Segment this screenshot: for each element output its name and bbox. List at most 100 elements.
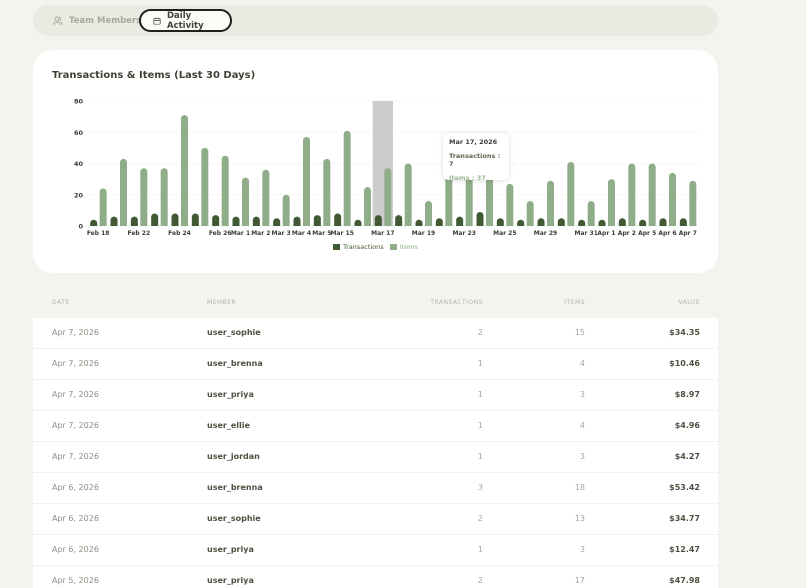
transactions-bar[interactable] xyxy=(110,216,118,226)
transactions-bar[interactable] xyxy=(639,219,647,226)
items-bar[interactable] xyxy=(465,169,473,226)
cell-items: 3 xyxy=(579,390,585,399)
transactions-bar[interactable] xyxy=(313,215,321,226)
items-bar[interactable] xyxy=(323,158,331,226)
items-bar[interactable] xyxy=(201,147,209,226)
table-row[interactable]: Apr 7, 2026 user_jordan 1 3 $4.27 xyxy=(33,442,718,473)
table-row[interactable]: Apr 6, 2026 user_sophie 2 13 $34.77 xyxy=(33,504,718,535)
legend-transactions[interactable]: Transactions xyxy=(333,243,384,251)
legend-label: Transactions xyxy=(343,243,384,251)
transactions-bar[interactable] xyxy=(496,218,504,226)
x-tick-label: Mar 23 xyxy=(452,230,475,237)
items-bar[interactable] xyxy=(282,194,290,226)
items-bar[interactable] xyxy=(364,186,371,226)
x-tick-label: Mar 29 xyxy=(534,230,557,237)
cell-items: 13 xyxy=(574,514,585,523)
items-bar[interactable] xyxy=(445,174,453,226)
transactions-bar[interactable] xyxy=(517,219,525,226)
items-bar[interactable] xyxy=(689,180,697,226)
transactions-bar[interactable] xyxy=(415,219,423,226)
cell-items: 3 xyxy=(579,452,585,461)
items-bar[interactable] xyxy=(506,183,514,226)
items-bar[interactable] xyxy=(486,169,493,226)
table-row[interactable]: Apr 7, 2026 user_ellie 1 4 $4.96 xyxy=(33,411,718,442)
items-bar[interactable] xyxy=(648,163,656,227)
transactions-bar[interactable] xyxy=(252,216,260,226)
items-bar[interactable] xyxy=(567,161,575,226)
table-row[interactable]: Apr 7, 2026 user_sophie 2 15 $34.35 xyxy=(33,318,718,349)
table-row[interactable]: Apr 6, 2026 user_brenna 3 18 $53.42 xyxy=(33,473,718,504)
items-bar[interactable] xyxy=(425,201,432,226)
transactions-bar[interactable] xyxy=(618,218,626,226)
transactions-bar[interactable] xyxy=(90,219,98,226)
transactions-bar[interactable] xyxy=(273,218,281,226)
transactions-bar[interactable] xyxy=(374,215,382,226)
x-tick-label: Mar 4 xyxy=(292,230,311,237)
transactions-bar[interactable] xyxy=(212,215,220,226)
tab-daily-activity[interactable]: Daily Activity xyxy=(139,9,232,32)
transactions-bar[interactable] xyxy=(130,216,138,226)
table-row[interactable]: Apr 6, 2026 user_priya 1 3 $12.47 xyxy=(33,535,718,566)
cell-transactions: 1 xyxy=(477,390,483,399)
transactions-bar[interactable] xyxy=(232,216,240,226)
cell-transactions: 3 xyxy=(477,483,483,492)
transactions-bar[interactable] xyxy=(151,213,159,227)
transactions-bar[interactable] xyxy=(476,211,484,226)
table-row[interactable]: Apr 7, 2026 user_brenna 1 4 $10.46 xyxy=(33,349,718,380)
transactions-bar[interactable] xyxy=(171,213,179,227)
transactions-bar[interactable] xyxy=(679,218,687,226)
items-bar[interactable] xyxy=(608,179,615,226)
transactions-bar[interactable] xyxy=(293,216,301,226)
transactions-bar[interactable] xyxy=(598,219,606,226)
items-bar[interactable] xyxy=(120,158,127,226)
header-member[interactable]: MEMBER xyxy=(207,299,237,306)
transactions-bar[interactable] xyxy=(334,213,342,227)
x-tick-label: Feb 26 xyxy=(209,230,232,237)
tab-team-members[interactable]: Team Members xyxy=(41,9,153,32)
transactions-bar[interactable] xyxy=(578,219,586,226)
items-bar[interactable] xyxy=(547,180,554,226)
header-date[interactable]: DATE xyxy=(52,299,70,306)
items-bar[interactable] xyxy=(140,168,148,226)
cell-items: 17 xyxy=(574,576,585,585)
transactions-bar[interactable] xyxy=(659,218,667,226)
transactions-bar[interactable] xyxy=(537,218,545,226)
items-bar[interactable] xyxy=(343,130,351,226)
items-bar[interactable] xyxy=(160,168,168,226)
items-bar[interactable] xyxy=(526,201,534,226)
transactions-bar[interactable] xyxy=(191,213,199,227)
items-bar[interactable] xyxy=(587,201,595,226)
items-bar[interactable] xyxy=(384,168,392,226)
chart-tooltip: Mar 17, 2026 Transactions : 7 Items : 37 xyxy=(443,133,509,182)
cell-date: Apr 7, 2026 xyxy=(52,390,99,399)
cell-value: $10.46 xyxy=(669,359,700,368)
items-bar[interactable] xyxy=(303,136,310,226)
transactions-bar[interactable] xyxy=(435,218,443,226)
table-row[interactable]: Apr 5, 2026 user_priya 2 17 $47.98 xyxy=(33,566,718,588)
header-transactions[interactable]: TRANSACTIONS xyxy=(430,299,483,306)
items-bar[interactable] xyxy=(404,163,412,227)
header-value[interactable]: VALUE xyxy=(678,299,700,306)
transactions-bar[interactable] xyxy=(395,215,403,226)
cell-items: 4 xyxy=(579,359,585,368)
header-items[interactable]: ITEMS xyxy=(564,299,585,306)
chart-title: Transactions & Items (Last 30 Days) xyxy=(52,70,256,81)
transactions-bar[interactable] xyxy=(557,218,565,226)
cell-value: $34.35 xyxy=(669,328,700,337)
x-tick-label: Mar 19 xyxy=(412,230,435,237)
legend-items[interactable]: Items xyxy=(389,243,418,251)
items-bar[interactable] xyxy=(628,163,636,227)
cell-date: Apr 5, 2026 xyxy=(52,576,99,585)
items-bar[interactable] xyxy=(99,188,107,227)
transactions-bar[interactable] xyxy=(456,216,464,226)
items-bar[interactable] xyxy=(221,155,229,226)
items-bar[interactable] xyxy=(262,169,270,226)
items-bar[interactable] xyxy=(242,177,249,226)
legend-swatch xyxy=(333,244,341,250)
table-row[interactable]: Apr 7, 2026 user_priya 1 3 $8.97 xyxy=(33,380,718,411)
transactions-bar[interactable] xyxy=(354,219,362,226)
items-bar[interactable] xyxy=(669,172,676,226)
cell-member: user_sophie xyxy=(207,328,261,337)
items-bar[interactable] xyxy=(181,115,188,226)
